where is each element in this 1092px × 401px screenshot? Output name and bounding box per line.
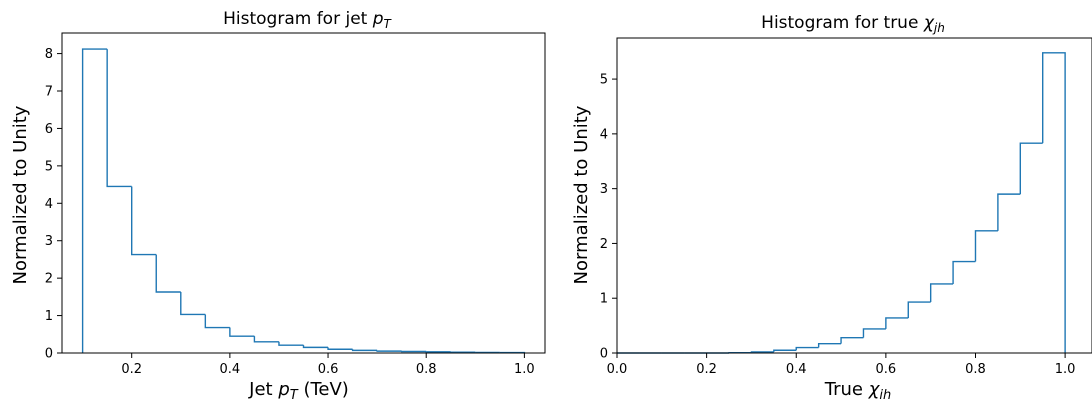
x-tick-label: 0.2: [696, 362, 717, 377]
y-axis-label: Normalized to Unity: [571, 105, 592, 284]
histogram-bin-7: [253, 336, 279, 343]
histogram-bin-9: [817, 342, 842, 348]
y-tick-label: 5: [600, 73, 608, 88]
y-tick-label: 1: [45, 309, 53, 324]
histogram-bin-13: [907, 301, 931, 318]
histogram-bin-17: [997, 193, 1021, 231]
y-tick-label: 2: [600, 237, 608, 252]
y-tick-label: 8: [45, 47, 53, 62]
x-tick-label: 0.4: [220, 362, 241, 377]
x-tick-label: 1.0: [1055, 362, 1076, 377]
x-tick-label: 0.6: [318, 362, 339, 377]
x-axis-label: True χih: [824, 379, 891, 401]
histogram-bin-15: [952, 260, 976, 284]
histogram-bin-5: [204, 314, 230, 329]
histogram-bin-9: [302, 345, 329, 349]
y-tick-label: 0: [45, 347, 53, 362]
histogram-bin-10: [327, 347, 353, 350]
histogram-bin-10: [840, 336, 864, 344]
y-tick-label: 5: [45, 159, 53, 174]
histogram-bin-6: [229, 327, 255, 337]
chart-title: Histogram for true χjh: [761, 13, 945, 35]
histogram-bin-6: [750, 351, 774, 353]
x-tick-label: 0.2: [121, 362, 142, 377]
histogram-bin-0: [81, 48, 108, 353]
y-tick-label: 3: [600, 182, 608, 197]
histogram-bin-2: [131, 186, 157, 256]
x-tick-label: 0.8: [416, 362, 437, 377]
y-axis-label: Normalized to Unity: [10, 105, 31, 284]
histogram-bin-19: [1042, 52, 1066, 353]
plot-frame: [616, 37, 1092, 354]
histogram-bin-12: [376, 350, 402, 352]
x-tick-label: 0.8: [965, 362, 986, 377]
histogram-bin-11: [351, 349, 378, 352]
chart-title: Histogram for jet pT: [223, 9, 392, 31]
histogram-bin-8: [795, 346, 819, 351]
histogram-bin-7: [773, 349, 797, 352]
histogram-bin-4: [180, 291, 206, 316]
y-tick-label: 1: [600, 292, 608, 307]
x-tick-label: 1.0: [514, 362, 535, 377]
y-tick-label: 7: [45, 85, 53, 100]
plot-frame: [61, 32, 546, 354]
x-tick-label: 0.4: [786, 362, 807, 377]
true-chi-histogram-panel: Histogram for true χjh Normalized to Uni…: [571, 13, 1092, 401]
histogram-bin-16: [974, 230, 998, 262]
x-tick-label: 0.6: [876, 362, 897, 377]
y-tick-label: 4: [45, 197, 53, 212]
y-tick-label: 0: [600, 347, 608, 362]
jet-pt-histogram-panel: Histogram for jet pT Normalized to Unity…: [10, 9, 546, 401]
histogram-bin-12: [885, 317, 909, 329]
histogram-bin-8: [278, 341, 304, 346]
histogram-bin-14: [929, 283, 954, 303]
x-axis-label: Jet pT (TeV): [248, 379, 349, 401]
y-tick-label: 2: [45, 272, 53, 287]
y-tick-label: 3: [45, 234, 53, 249]
x-tick-label: 0.0: [607, 362, 628, 377]
histogram-bin-18: [1019, 142, 1043, 195]
y-tick-label: 6: [45, 122, 53, 137]
histogram-bin-11: [862, 328, 886, 338]
y-tick-label: 4: [600, 127, 608, 142]
histogram-bin-1: [106, 49, 132, 188]
histogram-bin-3: [155, 254, 181, 293]
